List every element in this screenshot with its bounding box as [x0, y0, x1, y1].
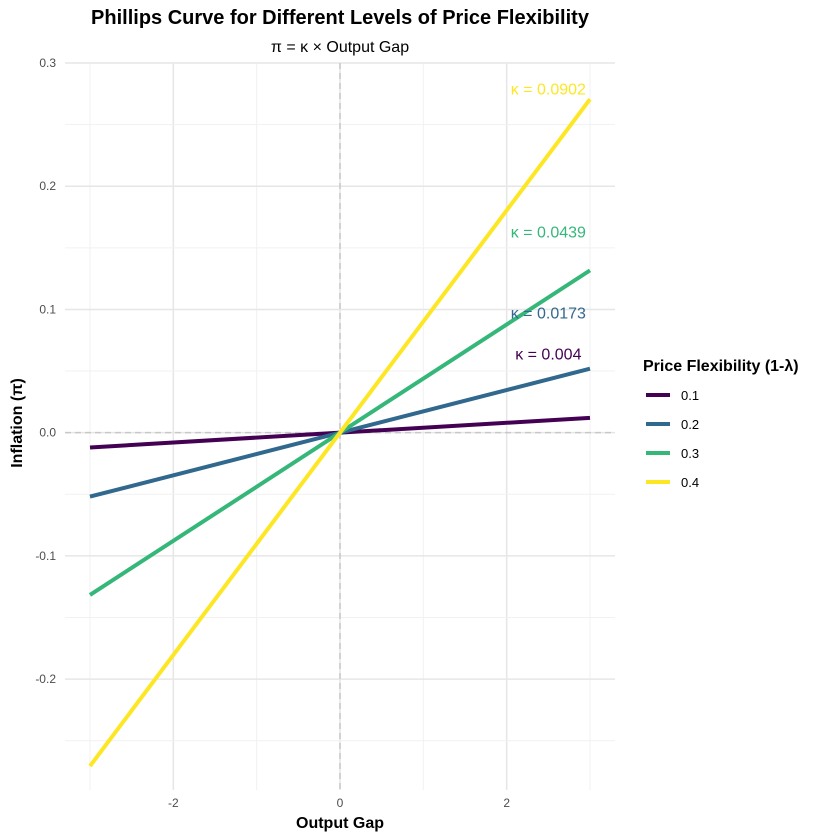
kappa-annotation-0.1: κ = 0.004: [515, 346, 581, 363]
y-tick-label: -0.2: [35, 672, 56, 686]
legend-title: Price Flexibility (1-λ): [643, 358, 799, 375]
series-line-0.4: [88, 98, 592, 768]
y-tick-label: 0.3: [39, 56, 56, 70]
legend-label-0.2: 0.2: [681, 417, 699, 432]
y-tick-label: 0.2: [39, 179, 56, 193]
y-tick-label: 0.0: [39, 426, 56, 440]
legend-label-0.3: 0.3: [681, 446, 699, 461]
series-annotations: κ = 0.004 κ = 0.0173 κ = 0.0439 κ = 0.0902: [511, 81, 586, 363]
y-tick-label: -0.1: [35, 549, 56, 563]
y-tick-label: 0.1: [39, 302, 56, 316]
y-axis-title: Inflation (π): [9, 378, 26, 468]
x-axis-ticks: -2 0 2: [168, 796, 510, 810]
chart-title: Phillips Curve for Different Levels of P…: [91, 7, 590, 29]
x-tick-label: 2: [503, 796, 510, 810]
legend-label-0.4: 0.4: [681, 475, 699, 490]
series-lines: [88, 98, 592, 768]
legend-label-0.1: 0.1: [681, 388, 699, 403]
legend-items: 0.1 0.2 0.3 0.4: [646, 388, 699, 490]
kappa-annotation-0.4: κ = 0.0902: [511, 81, 586, 98]
legend: Price Flexibility (1-λ) 0.1 0.2 0.3 0.4: [643, 358, 799, 490]
x-tick-label: 0: [337, 796, 344, 810]
x-axis-title: Output Gap: [296, 815, 384, 832]
x-tick-label: -2: [168, 796, 179, 810]
kappa-annotation-0.3: κ = 0.0439: [511, 224, 586, 241]
kappa-annotation-0.2: κ = 0.0173: [511, 306, 586, 323]
y-axis-ticks: -0.2 -0.1 0.0 0.1 0.2 0.3: [35, 56, 56, 686]
chart-subtitle: π = κ × Output Gap: [271, 39, 409, 56]
